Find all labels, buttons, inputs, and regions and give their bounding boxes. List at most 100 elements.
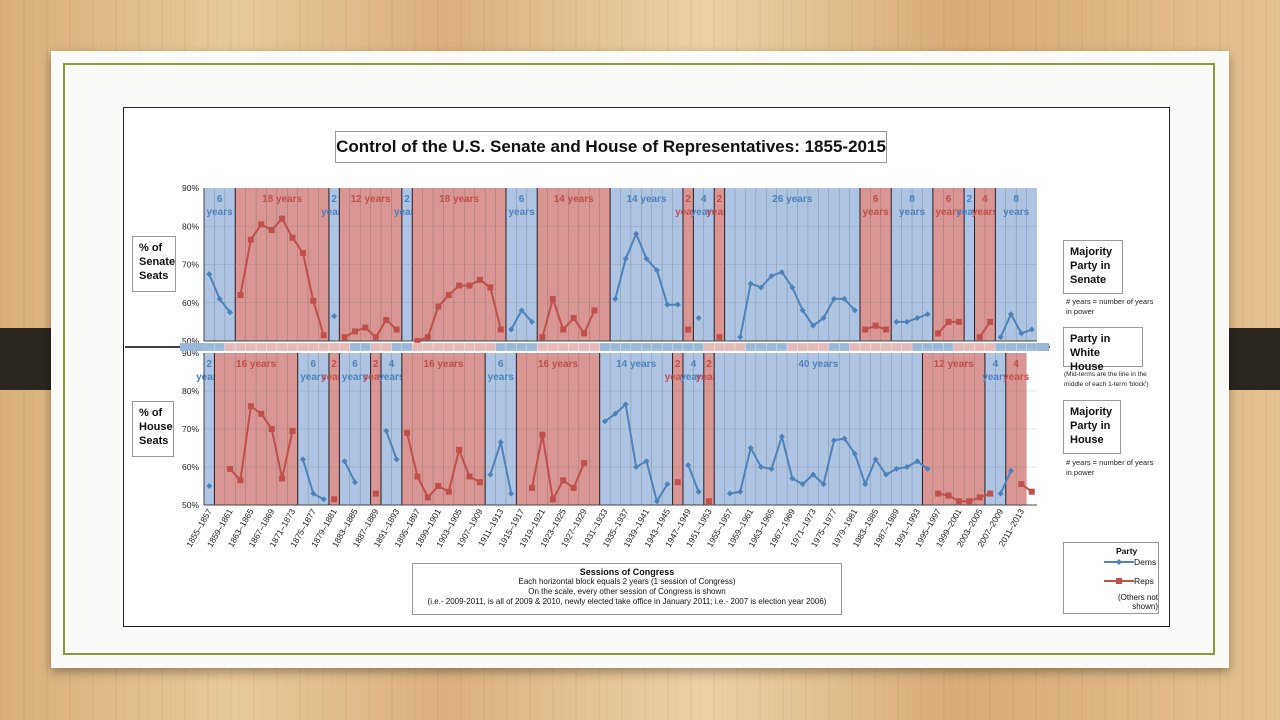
white-house-cell: [630, 342, 642, 352]
reps-point: [581, 330, 588, 337]
white-house-cell: [932, 342, 944, 352]
block-label: years: [706, 207, 733, 218]
block-label: years: [863, 207, 890, 218]
dems-point: [924, 311, 931, 318]
dems-point: [674, 301, 681, 308]
reps-point: [268, 426, 275, 432]
white-house-cell: [214, 342, 225, 352]
reps-point: [549, 496, 556, 503]
block-label: years: [196, 372, 223, 383]
y-tick-label: 50%: [182, 500, 199, 510]
block-label: 16 years: [538, 359, 578, 370]
dems-point: [737, 488, 744, 495]
white-house-cell: [401, 342, 413, 352]
legend-reps-marker: [1116, 578, 1122, 584]
reps-point: [1018, 481, 1025, 488]
white-house-cell: [599, 342, 611, 352]
white-house-cell: [984, 342, 996, 352]
dems-point: [872, 456, 879, 463]
dems-point: [997, 490, 1004, 497]
dems-point: [227, 309, 234, 316]
dems-point: [747, 445, 754, 451]
dems-point: [851, 307, 858, 314]
block-label: years: [488, 372, 515, 383]
reps-point: [716, 334, 723, 341]
block-label: years: [696, 372, 723, 383]
dems-point: [851, 450, 858, 457]
reps-point: [310, 297, 317, 304]
white-house-cell: [828, 342, 840, 352]
dems-point: [612, 410, 619, 417]
dems-point: [758, 464, 765, 470]
majority-house-line: Party in: [1070, 420, 1111, 432]
block-label: years: [321, 207, 348, 218]
reps-point: [435, 483, 442, 489]
senate-ylabel-line: % of: [139, 242, 163, 254]
white-house-cell: [245, 342, 257, 352]
reps-point: [466, 473, 473, 480]
block-label: years: [342, 372, 369, 383]
block-label: 6: [352, 359, 358, 370]
dems-point: [643, 458, 650, 465]
house-ylabel-line: Seats: [139, 435, 169, 447]
reps-point: [383, 316, 390, 323]
white-house-cell: [422, 342, 434, 352]
white-house-cell: [609, 342, 621, 352]
white-house-cell: [859, 342, 871, 352]
reps-line: [406, 432, 481, 500]
dems-point: [1018, 330, 1025, 337]
white-house-cell: [682, 342, 694, 352]
reps-point: [362, 324, 369, 331]
block-label: 6: [873, 194, 879, 205]
reps-point: [456, 446, 463, 453]
white-house-cell: [703, 342, 715, 352]
dems-point: [799, 481, 806, 488]
y-tick-label: 70%: [182, 424, 199, 434]
reps-line: [541, 295, 596, 338]
block-label: 18 years: [439, 194, 479, 205]
block-label: 6: [498, 359, 504, 370]
dems-line: [687, 464, 700, 493]
white-house-cell: [1016, 342, 1027, 352]
white-house-box: Party in White House: [1063, 327, 1143, 373]
block-label: years: [935, 207, 962, 218]
reps-point: [351, 328, 358, 335]
majority-senate-line: Senate: [1070, 274, 1107, 286]
dems-point: [820, 481, 827, 488]
white-house-cell: [349, 342, 361, 352]
dems-point: [622, 401, 629, 408]
block-label: 12 years: [351, 194, 391, 205]
reps-point: [570, 484, 577, 491]
reps-point: [1028, 488, 1035, 495]
dems-point: [622, 255, 629, 262]
reps-point: [872, 322, 879, 329]
reps-point: [424, 494, 431, 501]
reps-point: [549, 295, 556, 302]
block-label: 26 years: [772, 194, 812, 205]
white-house-cell: [547, 342, 559, 352]
dems-line: [343, 460, 356, 483]
dems-point: [737, 334, 744, 341]
dems-point: [341, 458, 348, 465]
block-label: 2: [967, 194, 973, 205]
dems-point: [685, 462, 692, 469]
reps-point: [424, 334, 431, 341]
dems-point: [518, 307, 525, 314]
dems-point: [612, 295, 619, 302]
block-label: years: [972, 207, 999, 218]
reps-point: [497, 326, 504, 333]
block-label: 8: [1013, 194, 1019, 205]
white-house-cell: [901, 342, 913, 352]
white-house-cell: [818, 342, 829, 352]
reps-point: [289, 427, 296, 434]
house-ylabel-line: House: [139, 421, 173, 433]
reps-line: [531, 434, 586, 503]
dems-point: [789, 475, 796, 482]
block-label: years: [207, 207, 234, 218]
majority-senate-line: Party in: [1070, 260, 1111, 272]
dems-point: [758, 284, 765, 291]
legend-reps-label: Reps: [1134, 576, 1154, 586]
block-label: years: [899, 207, 926, 218]
reps-point: [341, 334, 348, 341]
majority-house-note: # years = number of years in power: [1066, 458, 1153, 478]
